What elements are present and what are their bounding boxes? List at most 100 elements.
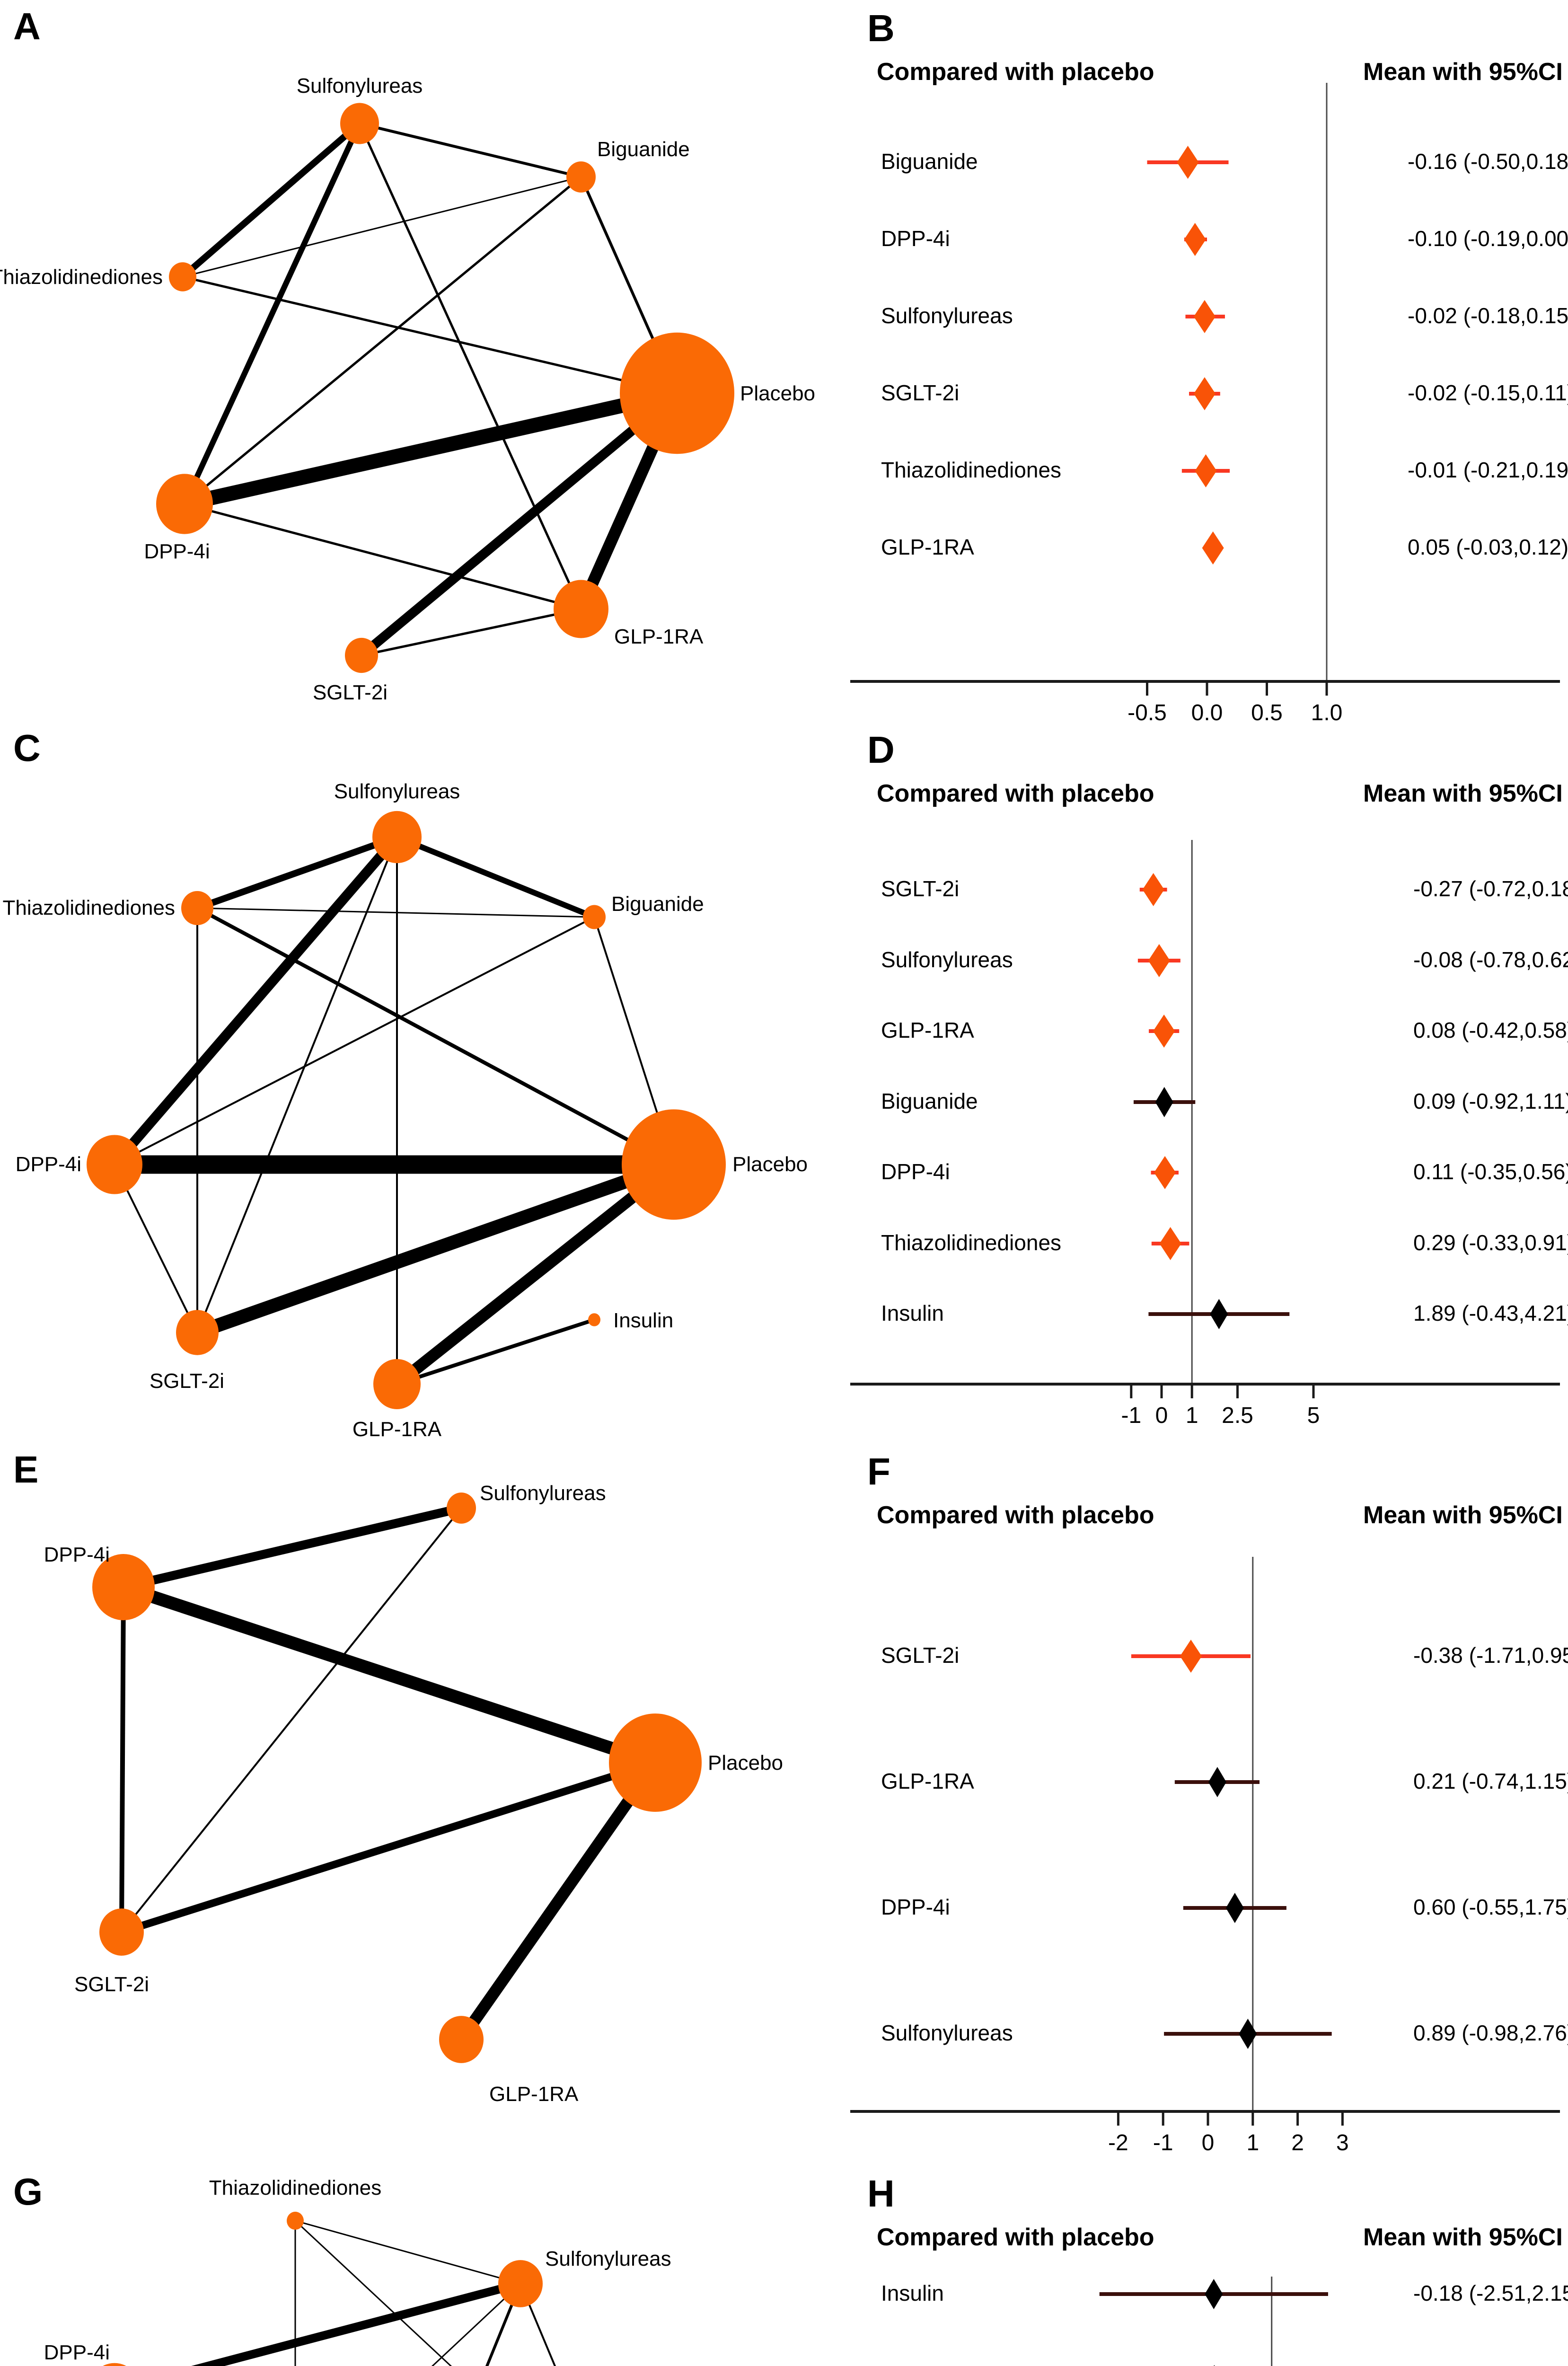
row-value: -0.08 (-0.78,0.62)	[1413, 947, 1568, 972]
x-axis-tick-label: -0.5	[1128, 700, 1167, 725]
forest-plot-f: SGLT-2i -0.38 (-1.71,0.95) GLP-1RA 0.21 (-0…	[850, 1557, 1568, 2155]
row-value: 0.09 (-0.92,1.11)	[1413, 1089, 1568, 1113]
node-thiazolidinediones	[181, 891, 213, 926]
panel-letter-a: A	[13, 5, 41, 47]
row-label-biguanide: Biguanide	[881, 1089, 978, 1113]
panel-letter-g: G	[13, 2171, 43, 2213]
row-value: 0.21 (-0.74,1.15)	[1413, 1769, 1568, 1793]
node-biguanide	[583, 905, 606, 929]
forest-plot-d: SGLT-2i -0.27 (-0.72,0.18) Sulfonylureas -0…	[850, 840, 1568, 1428]
mean-diamond	[1195, 454, 1217, 487]
edge-sulfonylureas-dpp4i	[191, 2279, 522, 2366]
edge-thiazolidinediones-sulfonylureas	[295, 2220, 521, 2285]
row-value: 0.08 (-0.42,0.58)	[1413, 1018, 1568, 1042]
row-label-insulin: Insulin	[881, 2281, 944, 2305]
node-label-sglt2i: SGLT-2i	[74, 1973, 149, 1996]
edge-sglt2i-placebo	[120, 1759, 657, 1936]
node-glp1ra	[554, 580, 608, 638]
row-label-sglt-2i: SGLT-2i	[881, 380, 959, 405]
row-label-sulfonylureas: Sulfonylureas	[881, 2021, 1013, 2045]
row-value: 0.60 (-0.55,1.75)	[1413, 1895, 1568, 1919]
row-value: -0.02 (-0.15,0.11)	[1408, 380, 1568, 405]
forest-header-right: Mean with 95%CI	[1363, 780, 1563, 807]
node-label-dpp4i: DPP-4i	[144, 540, 210, 563]
node-label-sulfonylureas: Sulfonylureas	[480, 1482, 606, 1505]
panel-h-forest: H Compared with placebo Mean with 95%CI …	[784, 2165, 1568, 2366]
mean-diamond	[1142, 873, 1164, 906]
edge-thiazolidinediones-placebo	[182, 275, 678, 395]
node-label-sulfonylureas: Sulfonylureas	[545, 2247, 671, 2270]
x-axis-tick-label: 1	[1186, 1403, 1198, 1428]
panel-d-forest: D Compared with placebo Mean with 95%CI …	[784, 722, 1568, 1443]
edge-dpp4i-placebo	[121, 1581, 658, 1769]
x-axis-tick-label: -1	[1153, 2130, 1173, 2155]
node-label-biguanide: Biguanide	[611, 892, 704, 916]
row-label-dpp-4i: DPP-4i	[881, 226, 950, 251]
node-sglt2i	[176, 1310, 219, 1355]
panel-c-network: C Sulfonylureas Thiazolidinediones Biguani…	[0, 722, 808, 1443]
row-label-dpp-4i: DPP-4i	[881, 1895, 950, 1919]
node-label-glp1ra: GLP-1RA	[614, 625, 704, 648]
mean-diamond	[1205, 2279, 1223, 2309]
row-value: -0.27 (-0.72,0.18)	[1413, 876, 1568, 901]
row-label-sglt-2i: SGLT-2i	[881, 1643, 959, 1668]
edge-sulfonylureas-biguanide	[396, 834, 596, 920]
node-label-dpp4i: DPP-4i	[44, 1543, 110, 1566]
mean-diamond	[1193, 300, 1216, 333]
row-label-thiazolidinediones: Thiazolidinediones	[881, 1230, 1061, 1255]
x-axis-tick-label: 0.0	[1191, 700, 1223, 725]
edge-sulfonylureas-placebo	[520, 2283, 556, 2366]
row-value: 0.89 (-0.98,2.76)	[1413, 2021, 1568, 2045]
mean-diamond	[1210, 1299, 1228, 1329]
edge-sulfonylureas-dpp4i	[111, 834, 401, 1168]
edge-glp1ra-placebo	[456, 1759, 661, 2043]
node-sglt2i	[99, 1908, 144, 1956]
node-label-placebo: Placebo	[740, 382, 815, 405]
row-value: 0.29 (-0.33,0.91)	[1413, 1230, 1568, 1255]
edge-glp1ra-insulin	[396, 1318, 595, 1386]
panel-g-network: G ThiazolidinedionesSulfonylureasDPP-4iP…	[0, 2165, 784, 2366]
panel-letter-h: H	[867, 2172, 895, 2215]
edge-biguanide-dpp4i	[184, 176, 582, 505]
row-value: 0.05 (-0.03,0.12)	[1408, 535, 1568, 559]
edge-thiazolidinediones-placebo	[294, 2220, 452, 2366]
node-dpp4i	[103, 2363, 126, 2366]
edge-dpp4i-glp1ra	[184, 503, 581, 610]
mean-diamond	[1208, 1767, 1226, 1797]
node-placebo	[609, 1713, 702, 1812]
node-glp1ra	[373, 1359, 421, 1409]
row-label-biguanide: Biguanide	[881, 149, 978, 174]
forest-header-left: Compared with placebo	[877, 780, 1154, 807]
row-value: -0.18 (-2.51,2.15)	[1413, 2281, 1568, 2305]
panel-letter-f: F	[867, 1450, 890, 1492]
mean-diamond	[1159, 1227, 1181, 1260]
row-label-glp-1ra: GLP-1RA	[881, 535, 974, 559]
x-axis-tick-label: -2	[1108, 2130, 1128, 2155]
x-axis-tick-label: 0.5	[1251, 700, 1283, 725]
node-sulfonylureas	[372, 811, 422, 864]
panel-a-network: A Sulfonylureas Biguanide Thiazolidinedion…	[0, 0, 815, 722]
x-axis-tick-label: 0	[1155, 1403, 1168, 1428]
edge-biguanide-dpp4i	[114, 916, 595, 1165]
mean-diamond	[1180, 1640, 1202, 1673]
edge-dpp4i-sglt2i	[114, 1164, 198, 1333]
edge-sulfonylureas-dpp4i	[182, 122, 362, 505]
network-diagram-e: Sulfonylureas DPP-4i Placebo SGLT-2i GLP-1RA	[44, 1482, 783, 2106]
forest-header-right: Mean with 95%CI	[1363, 2224, 1563, 2251]
node-label-thiazolidinediones: Thiazolidinediones	[0, 265, 163, 289]
network-diagram-c: Sulfonylureas Thiazolidinediones Biguanide…	[3, 780, 808, 1441]
node-glp1ra	[439, 2016, 484, 2063]
mean-diamond	[1155, 1087, 1173, 1117]
row-label-sulfonylureas: Sulfonylureas	[881, 947, 1013, 972]
row-label-thiazolidinediones: Thiazolidinediones	[881, 458, 1061, 482]
node-thiazolidinediones	[169, 262, 196, 291]
node-insulin	[588, 1313, 600, 1326]
node-dpp4i	[156, 474, 213, 534]
edge-sulfonylureas-biguanide	[359, 122, 581, 178]
mean-diamond	[1193, 377, 1216, 410]
x-axis-tick-label: 1.0	[1311, 700, 1343, 725]
forest-plot-b: Biguanide -0.16 (-0.50,0.18) DPP-4i -0.10 (…	[850, 83, 1568, 725]
network-diagram-g: ThiazolidinedionesSulfonylureasDPP-4iPla…	[44, 2176, 671, 2366]
forest-plot-h: Insulin-0.18 (-2.51,2.15)Thiazolidinedio…	[881, 2277, 1568, 2366]
